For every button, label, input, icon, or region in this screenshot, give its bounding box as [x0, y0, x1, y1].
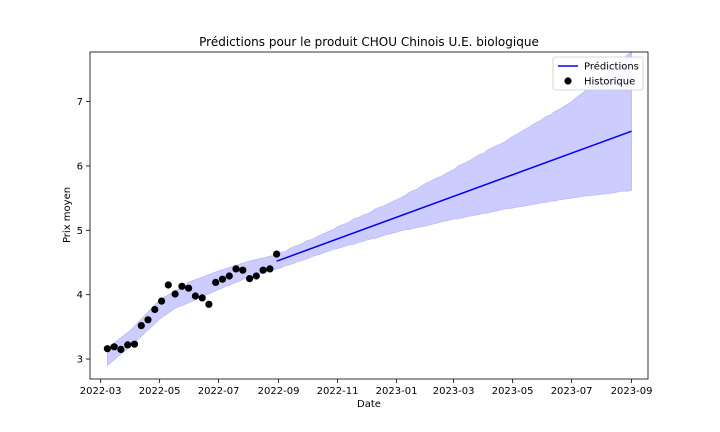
history-point	[158, 297, 166, 305]
x-axis-label: Date	[357, 399, 381, 410]
plot-clip-group	[107, 52, 632, 367]
x-tick-label: 2023-03	[433, 386, 475, 397]
prediction-line	[276, 130, 632, 262]
legend: Prédictions Historique	[552, 56, 644, 91]
history-point	[259, 266, 267, 274]
history-point	[232, 265, 240, 273]
history-point	[205, 300, 213, 308]
history-point	[239, 266, 247, 274]
x-tick-label: 2023-01	[376, 386, 418, 397]
history-point	[130, 340, 139, 348]
history-point	[110, 343, 118, 351]
history-point	[246, 275, 254, 283]
history-point	[266, 265, 274, 273]
history-point	[171, 290, 179, 298]
legend-label-historique: Historique	[584, 77, 635, 88]
history-point	[252, 272, 260, 280]
chart-title: Prédictions pour le produit CHOU Chinois…	[199, 35, 539, 49]
history-point	[151, 305, 159, 314]
y-tick-label: 4	[77, 290, 83, 301]
history-point	[225, 272, 233, 280]
plot-frame	[89, 51, 649, 380]
y-tick-label: 3	[77, 355, 83, 366]
axes: 2022-03 2022-05 2022-07 2022-09 2022-11 2023-…	[77, 51, 653, 397]
history-point	[137, 322, 145, 330]
legend-label-predictions: Prédictions	[584, 61, 639, 73]
x-tick-label: 2022-05	[139, 386, 181, 397]
x-tick-label: 2022-07	[198, 386, 240, 397]
history-point	[164, 281, 172, 289]
x-tick-label: 2022-11	[317, 386, 359, 397]
history-point	[124, 341, 132, 349]
y-tick-label: 7	[77, 97, 83, 108]
y-axis-label: Prix moyen	[62, 187, 73, 243]
history-point	[117, 345, 125, 353]
y-tick-label: 6	[77, 161, 83, 172]
plot-area	[103, 52, 632, 367]
history-point	[178, 282, 186, 290]
history-point	[191, 292, 199, 300]
x-tick-label: 2023-05	[492, 386, 534, 397]
history-point	[218, 275, 227, 283]
x-tick-label: 2022-09	[258, 386, 300, 397]
history-point	[185, 284, 193, 292]
confidence-band	[107, 52, 632, 367]
history-point	[103, 345, 111, 353]
legend-point-swatch	[564, 77, 572, 85]
history-point	[212, 278, 220, 286]
x-tick-label: 2023-07	[551, 386, 593, 397]
history-point	[144, 316, 152, 324]
x-tick-label: 2023-09	[611, 386, 653, 397]
y-tick-label: 5	[77, 226, 83, 237]
x-tick-label: 2022-03	[80, 386, 122, 397]
history-point	[198, 294, 206, 302]
history-point	[273, 250, 281, 258]
